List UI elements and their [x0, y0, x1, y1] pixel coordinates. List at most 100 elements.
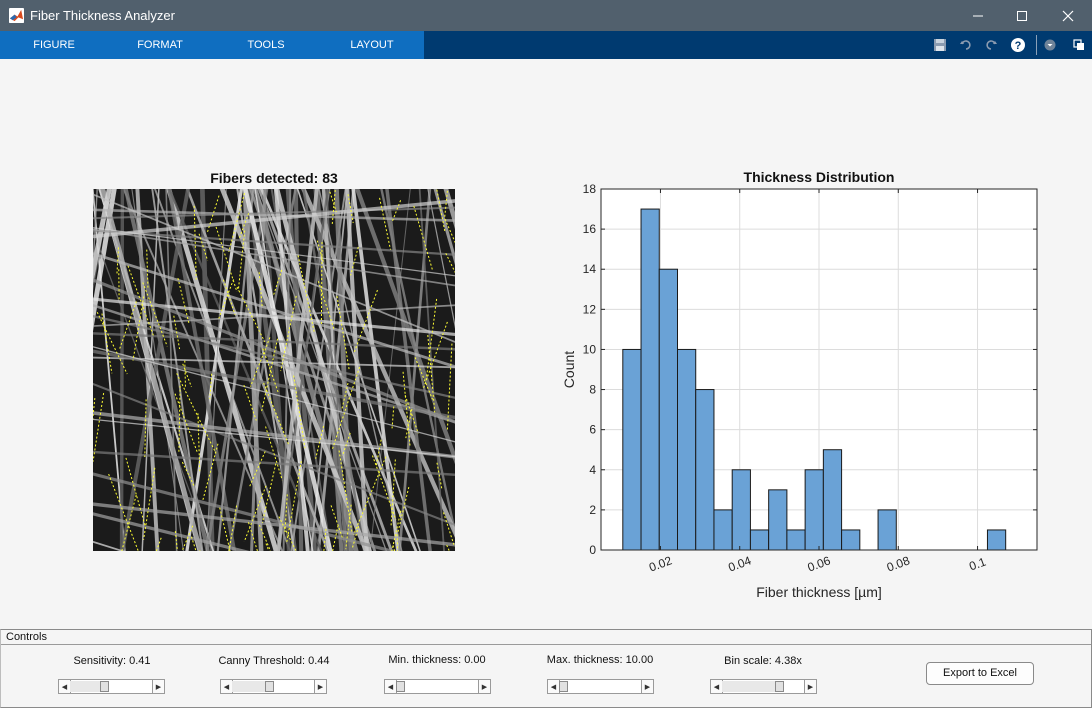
slider-track[interactable] — [232, 681, 265, 692]
fiber-strand — [334, 189, 354, 551]
fiber-strand — [93, 278, 455, 424]
slider-thumb[interactable] — [396, 681, 405, 692]
fiber-edge-overlay — [146, 249, 149, 289]
fiber-edge-overlay — [190, 536, 197, 551]
undock-button[interactable] — [1070, 36, 1088, 54]
y-axis-label: Count — [561, 351, 577, 388]
minimize-icon — [973, 15, 983, 16]
slider-right-arrow-icon[interactable]: ▶ — [641, 680, 653, 693]
slider-track[interactable] — [722, 681, 776, 692]
slider-thumb[interactable] — [100, 681, 110, 692]
save-button[interactable] — [931, 36, 949, 54]
histogram-bar — [640, 208, 660, 551]
fiber-edge-overlay — [402, 371, 411, 448]
histogram-bar — [986, 529, 1007, 551]
histogram-bar — [658, 268, 678, 551]
fiber-strand — [345, 189, 369, 551]
fiber-edge-overlay — [127, 265, 155, 338]
min-thickness-slider[interactable]: ◀ ▶ — [384, 679, 491, 694]
fiber-edge-overlay — [413, 205, 433, 271]
fiber-strand — [93, 227, 455, 277]
undo-button[interactable] — [957, 36, 975, 54]
slider-thumb[interactable] — [559, 681, 568, 692]
fiber-strand — [242, 189, 333, 551]
tab-format[interactable]: FORMAT — [137, 39, 183, 51]
fiber-edge-overlay — [331, 366, 361, 450]
fiber-edge-overlay — [173, 315, 181, 350]
sensitivity-slider[interactable]: ◀ ▶ — [58, 679, 165, 694]
export-to-excel-button[interactable]: Export to Excel — [926, 662, 1034, 685]
fiber-edge-overlay — [184, 360, 186, 388]
slider-thumb[interactable] — [775, 681, 785, 692]
maximize-icon — [1017, 10, 1027, 21]
fiber-edge-overlay — [174, 393, 198, 453]
minimize-button[interactable] — [955, 0, 1001, 31]
fiber-edge-overlay — [260, 338, 279, 414]
fiber-strand — [93, 304, 455, 327]
figure-toolstrip: FIGURE FORMAT TOOLS LAYOUT ? — [0, 31, 1092, 59]
controls-panel: Controls — [0, 629, 1092, 708]
slider-right-arrow-icon[interactable]: ▶ — [314, 680, 326, 693]
fiber-strand — [93, 512, 250, 551]
fiber-edge-overlay — [286, 461, 302, 544]
fiber-edge-overlay — [347, 194, 354, 224]
redo-button[interactable] — [982, 36, 1000, 54]
fiber-edge-overlay — [444, 190, 448, 218]
save-icon — [934, 39, 946, 51]
histogram-bar — [622, 348, 642, 551]
fiber-edge-overlay — [108, 473, 139, 551]
y-tick-label: 2 — [589, 503, 596, 517]
slider-right-arrow-icon[interactable]: ▶ — [478, 680, 490, 693]
x-tick-label: 0.06 — [806, 553, 833, 574]
fiber-edge-overlay — [427, 335, 436, 413]
fiber-edge-overlay — [323, 528, 327, 551]
quick-access-dropdown[interactable] — [1041, 36, 1059, 54]
fiber-edge-overlay — [121, 494, 137, 551]
fiber-strand — [277, 189, 329, 551]
bin-scale-slider[interactable]: ◀ ▶ — [710, 679, 817, 694]
histogram-bar — [676, 348, 697, 551]
fiber-edge-overlay — [96, 311, 128, 375]
fiber-edge-overlay — [332, 525, 339, 551]
slider-right-arrow-icon[interactable]: ▶ — [804, 680, 816, 693]
slider-right-arrow-icon[interactable]: ▶ — [152, 680, 164, 693]
slider-thumb[interactable] — [264, 681, 274, 692]
max-thickness-slider[interactable]: ◀ ▶ — [547, 679, 654, 694]
fiber-strand — [216, 189, 255, 551]
panel-divider — [1, 644, 1091, 645]
tab-figure[interactable]: FIGURE — [33, 39, 75, 51]
fiber-image-canvas — [93, 189, 455, 551]
fiber-strand — [93, 472, 398, 551]
fiber-edge-overlay — [372, 455, 397, 520]
fiber-strand — [254, 189, 314, 551]
svg-text:?: ? — [1015, 40, 1022, 52]
fiber-strand — [185, 189, 243, 551]
fiber-strand — [93, 502, 455, 547]
fiber-edge-overlay — [446, 343, 453, 431]
histogram-bar — [731, 469, 751, 551]
slider-track[interactable] — [70, 681, 101, 692]
tab-tools[interactable]: TOOLS — [247, 39, 285, 51]
canny-threshold-slider[interactable]: ◀ ▶ — [220, 679, 327, 694]
fiber-edge-overlay — [293, 375, 306, 449]
histogram-bar — [841, 529, 861, 551]
undo-icon — [960, 40, 971, 50]
fiber-edge-overlay — [265, 426, 283, 481]
y-tick-label: 8 — [589, 383, 596, 397]
max-thickness-label: Max. thickness: 10.00 — [546, 654, 654, 666]
image-title: Fibers detected: 83 — [210, 170, 338, 186]
bin-scale-label: Bin scale: 4.38x — [724, 655, 802, 667]
help-button[interactable]: ? — [1009, 36, 1027, 54]
thickness-histogram: 0 2 4 6 8 10 12 14 16 18 0.02 0.04 0.06 0.08 0.1 Thickn… — [561, 169, 1038, 600]
close-button[interactable] — [1045, 0, 1091, 31]
tab-layout[interactable]: LAYOUT — [350, 39, 394, 51]
fiber-strand — [93, 193, 455, 343]
fiber-edge-overlay — [132, 296, 145, 361]
fiber-strand — [93, 297, 455, 336]
fiber-edge-overlay — [391, 510, 402, 551]
chevron-down-icon — [1044, 39, 1056, 51]
x-tick-label: 0.04 — [726, 553, 753, 574]
canny-threshold-label: Canny Threshold: 0.44 — [218, 655, 330, 667]
fiber-edge-overlay — [249, 337, 271, 387]
maximize-button[interactable] — [999, 0, 1045, 31]
